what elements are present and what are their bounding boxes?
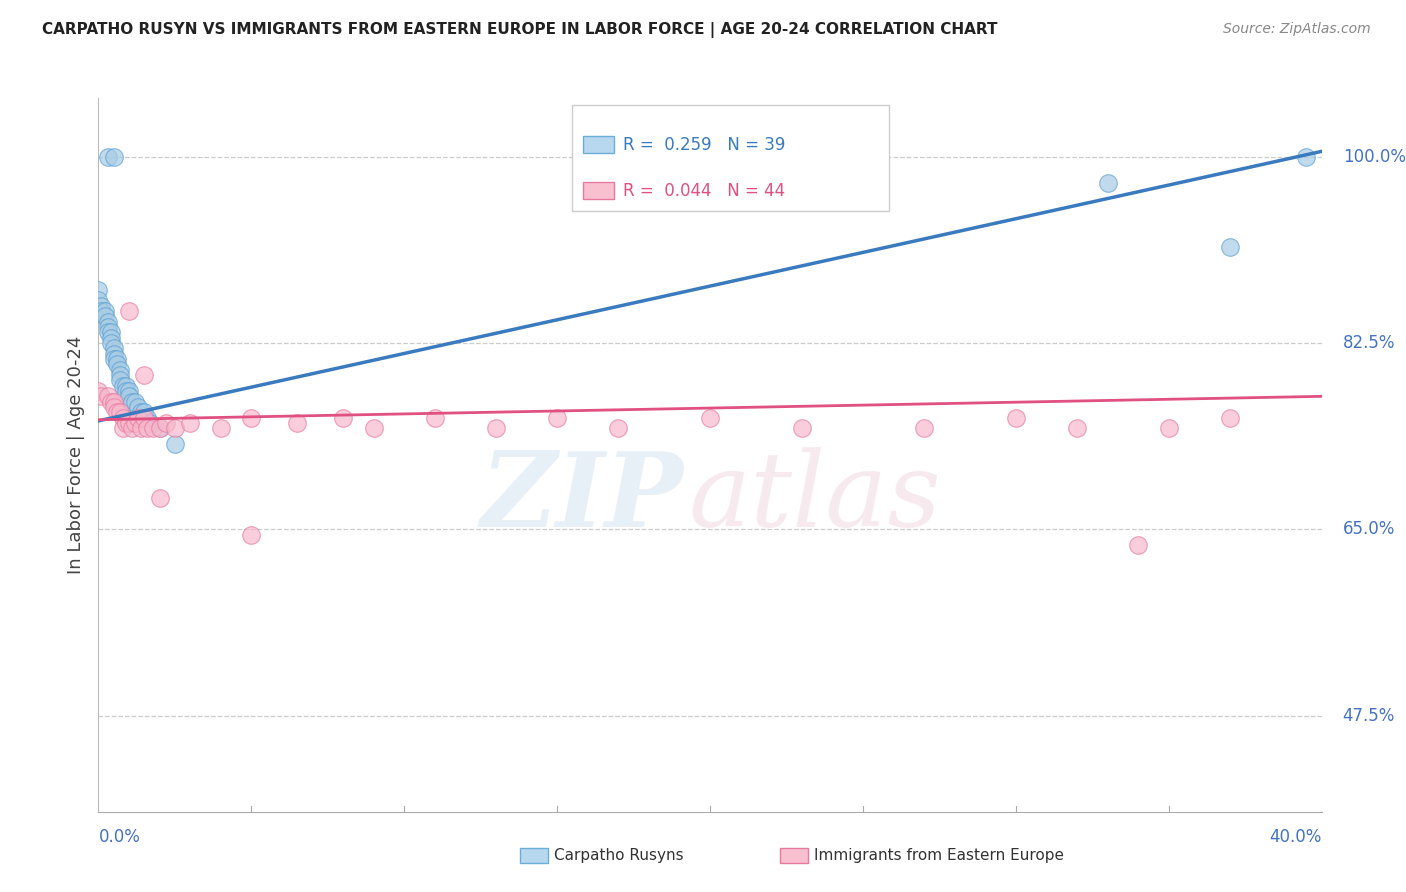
Text: Source: ZipAtlas.com: Source: ZipAtlas.com [1223,22,1371,37]
Text: Immigrants from Eastern Europe: Immigrants from Eastern Europe [814,848,1064,863]
Point [90,299,112,313]
Point [1219,240,1241,254]
Point [100,336,122,351]
Point [285,416,308,430]
Point [163,437,186,451]
Point [1295,150,1317,164]
Point [1066,421,1088,435]
Point [139,416,162,430]
Point [121,421,143,435]
Point [100,331,122,345]
Point [93,304,115,318]
Point [1128,538,1150,552]
Point [103,347,125,361]
Point [97,320,120,334]
Point [87,293,110,308]
Point [912,421,935,435]
Point [136,421,159,435]
Text: 65.0%: 65.0% [1343,520,1395,539]
Point [134,368,156,382]
Text: ZIP: ZIP [479,447,683,549]
Point [127,410,149,425]
Point [87,283,110,297]
Point [121,394,143,409]
Point [103,150,125,164]
Point [607,421,630,435]
Point [127,400,149,414]
Point [115,416,138,430]
Point [115,384,138,398]
Point [100,326,122,340]
Point [118,416,141,430]
Point [129,421,152,435]
Point [179,416,201,430]
Point [142,421,165,435]
Point [97,315,120,329]
Text: R =  0.259   N = 39: R = 0.259 N = 39 [623,136,785,154]
Point [136,410,159,425]
Point [163,421,186,435]
Text: atlas: atlas [688,447,941,549]
Point [108,368,131,382]
Point [103,394,125,409]
Point [1219,410,1241,425]
Point [149,491,172,505]
Point [485,421,508,435]
Text: 47.5%: 47.5% [1343,706,1395,725]
Point [105,405,128,419]
Point [1004,410,1026,425]
Point [363,421,385,435]
Point [87,384,110,398]
Point [105,352,128,367]
Text: Carpatho Rusyns: Carpatho Rusyns [554,848,683,863]
Point [93,310,115,324]
Point [134,405,156,419]
Point [97,389,120,403]
Point [240,410,263,425]
Text: 100.0%: 100.0% [1343,148,1406,166]
Text: R =  0.044   N = 44: R = 0.044 N = 44 [623,182,785,201]
Point [332,410,354,425]
Text: CARPATHO RUSYN VS IMMIGRANTS FROM EASTERN EUROPE IN LABOR FORCE | AGE 20-24 CORR: CARPATHO RUSYN VS IMMIGRANTS FROM EASTER… [42,22,998,38]
Point [118,389,141,403]
Point [149,421,172,435]
Point [108,373,131,387]
Point [108,405,131,419]
Point [90,389,112,403]
Point [118,304,141,318]
Text: 0.0%: 0.0% [98,828,141,846]
Point [100,394,122,409]
Point [124,416,146,430]
Point [103,342,125,356]
Point [90,304,112,318]
Point [103,352,125,367]
Point [209,421,232,435]
Point [103,400,125,414]
Point [111,378,134,392]
Point [105,358,128,372]
Y-axis label: In Labor Force | Age 20-24: In Labor Force | Age 20-24 [66,335,84,574]
Point [699,410,721,425]
Point [97,150,120,164]
Point [111,421,134,435]
Text: 82.5%: 82.5% [1343,334,1395,352]
Point [124,394,146,409]
Point [423,410,446,425]
Point [129,405,152,419]
Point [118,384,141,398]
Point [790,421,813,435]
Point [240,528,263,542]
Point [149,421,172,435]
Point [108,362,131,376]
Point [134,410,156,425]
Point [546,410,568,425]
Point [1097,177,1119,191]
Point [1157,421,1180,435]
Point [111,410,134,425]
Point [115,378,138,392]
Point [97,326,120,340]
Point [155,416,177,430]
Text: 40.0%: 40.0% [1270,828,1322,846]
